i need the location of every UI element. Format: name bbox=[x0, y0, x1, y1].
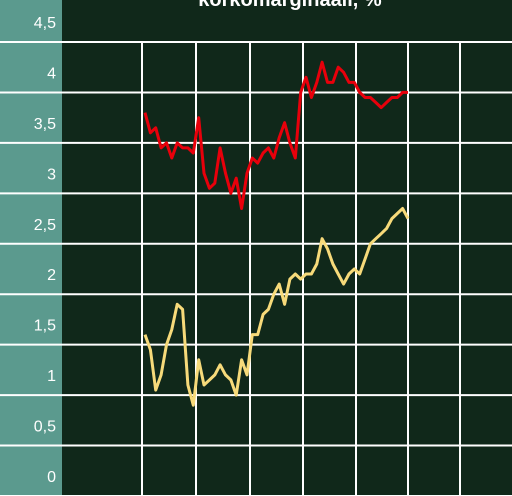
y-tick-label: 1,5 bbox=[34, 318, 56, 335]
y-tick-label: 4,5 bbox=[34, 15, 56, 32]
y-tick-label: 2 bbox=[47, 267, 56, 284]
y-tick-label: 3,5 bbox=[34, 116, 56, 133]
y-tick-label: 3 bbox=[47, 166, 56, 183]
line-series bbox=[143, 207, 410, 407]
y-tick-label: 4 bbox=[47, 65, 56, 82]
axis-strip bbox=[0, 0, 62, 496]
chart-title: korkomarginaali, % bbox=[198, 0, 382, 11]
y-tick-label: 0,5 bbox=[34, 419, 56, 436]
y-tick-label: 2,5 bbox=[34, 217, 56, 234]
y-tick-label: 1 bbox=[47, 368, 56, 385]
line-series bbox=[143, 60, 408, 210]
y-tick-label: 0 bbox=[47, 469, 56, 486]
